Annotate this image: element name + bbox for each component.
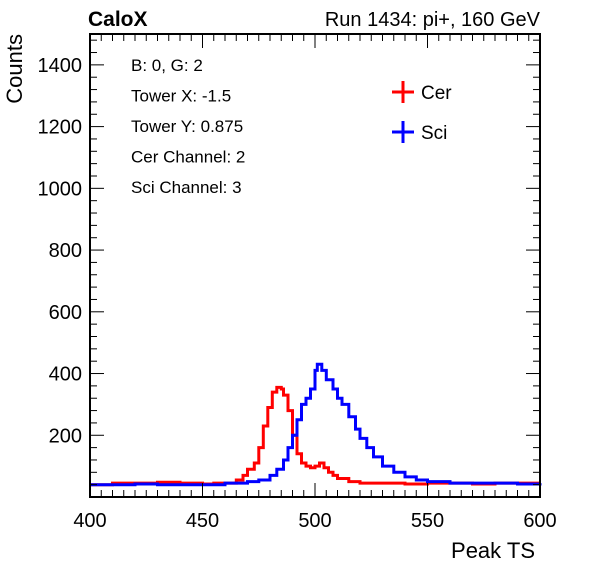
- experiment-label: CaloX: [88, 8, 148, 31]
- x-tick-label: 450: [186, 510, 219, 532]
- legend-label-cer: Cer: [421, 83, 452, 104]
- chart-title: Run 1434: pi+, 160 GeV: [325, 9, 541, 31]
- y-axis: 200 400 600 800 1000 1200 1400: [38, 39, 540, 486]
- info-line: B: 0, G: 2: [131, 56, 203, 75]
- legend-label-sci: Sci: [421, 123, 447, 144]
- series-line-sci: [90, 362, 542, 487]
- series-line-cer: [90, 385, 540, 487]
- info-line: Tower Y: 0.875: [131, 117, 243, 136]
- y-tick-label: 800: [49, 240, 82, 262]
- x-axis: 400 450 500 550 600: [73, 34, 557, 532]
- y-tick-label: 1400: [38, 55, 83, 77]
- info-line: Tower X: -1.5: [131, 87, 231, 106]
- info-line: Sci Channel: 3: [131, 178, 242, 197]
- x-tick-label: 400: [73, 510, 106, 532]
- info-line: Cer Channel: 2: [131, 148, 245, 167]
- x-axis-label: Peak TS: [451, 538, 535, 563]
- y-tick-label: 600: [49, 302, 82, 324]
- x-tick-label: 550: [411, 510, 444, 532]
- y-tick-label: 200: [49, 425, 82, 447]
- info-box: B: 0, G: 2 Tower X: -1.5 Tower Y: 0.875 Cer…: [131, 56, 245, 197]
- y-tick-label: 1000: [38, 178, 83, 200]
- plot-area: [90, 362, 542, 487]
- x-tick-label: 500: [298, 510, 331, 532]
- y-axis-label: Counts: [2, 34, 27, 104]
- y-tick-label: 1200: [38, 117, 83, 139]
- legend: Cer Sci: [392, 81, 452, 144]
- y-tick-label: 400: [49, 364, 82, 386]
- x-tick-label: 600: [523, 510, 556, 532]
